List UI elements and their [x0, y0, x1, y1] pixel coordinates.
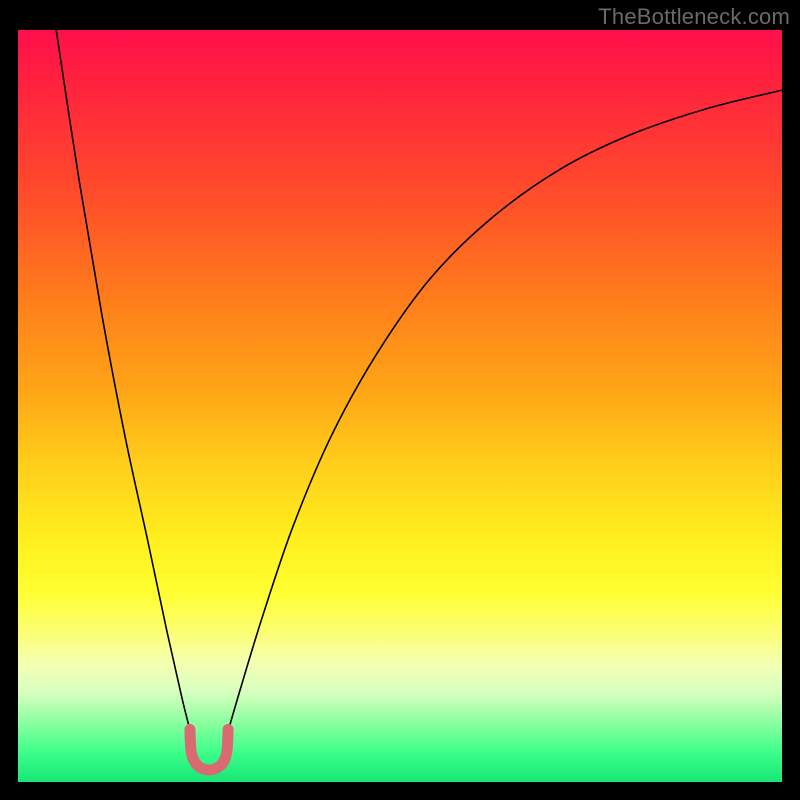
watermark-text: TheBottleneck.com — [598, 4, 790, 30]
chart-stage: TheBottleneck.com — [0, 0, 800, 800]
frame-edge — [782, 0, 800, 800]
frame-edge — [0, 782, 800, 800]
chart-gradient-background — [18, 30, 782, 782]
bottleneck-chart — [0, 0, 800, 800]
frame-edge — [0, 0, 18, 800]
